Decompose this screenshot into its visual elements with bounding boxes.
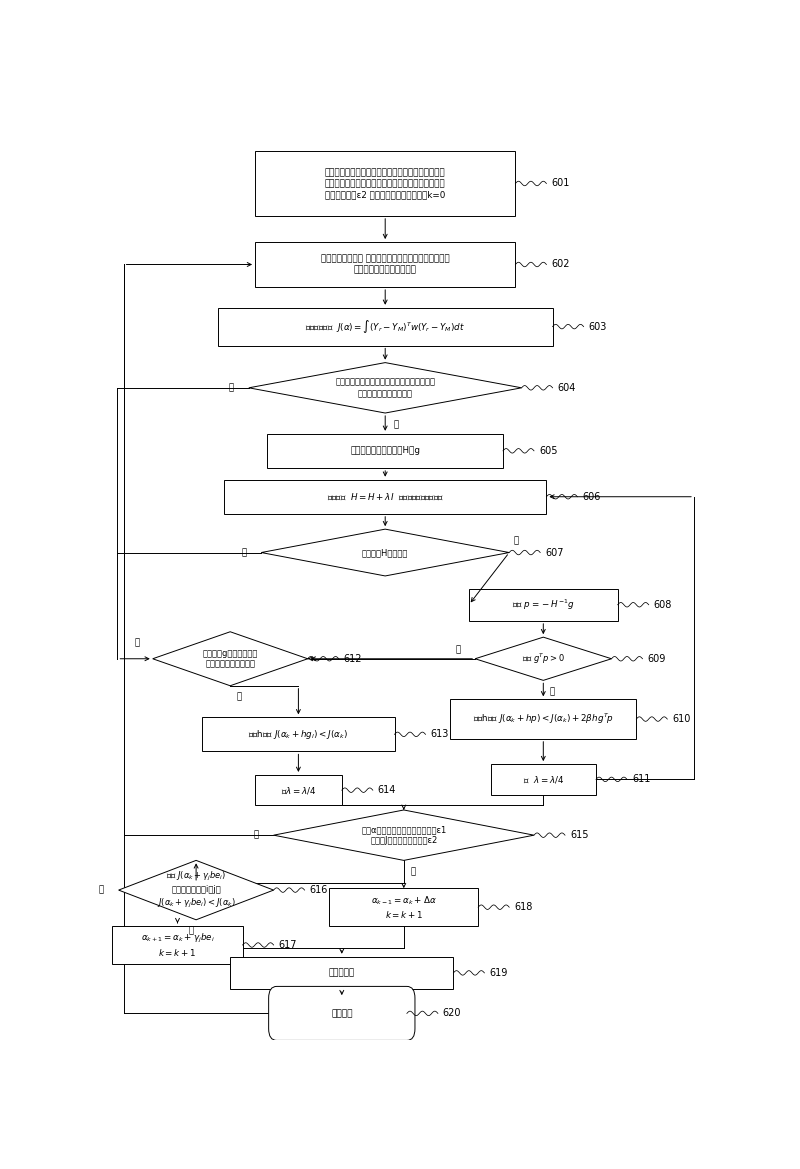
Text: 610: 610: [672, 714, 690, 724]
Text: 计算雅克比矩阵和矩阵H和g: 计算雅克比矩阵和矩阵H和g: [350, 447, 420, 455]
Text: 是: 是: [254, 831, 259, 839]
Text: 是: 是: [134, 638, 140, 648]
Text: 计算 $J(\alpha_k+\gamma_j b e_i)$
并判断是否存在i和j使
$J(\alpha_k+\gamma_j b e_i)<J(\alpha: 计算 $J(\alpha_k+\gamma_j b e_i)$ 并判断是否存在i…: [157, 870, 235, 909]
Text: 609: 609: [647, 653, 666, 664]
Text: 605: 605: [539, 445, 558, 456]
FancyBboxPatch shape: [267, 434, 503, 468]
FancyBboxPatch shape: [202, 718, 394, 752]
Text: 令待辨识的参数组成待辨识参数向量，并设定向量初
值、阻尼因子、二分法常数、最大误差值、最大迭代
值、收敛指标ε2 和收敛指标，令迭代次数k=0: 令待辨识的参数组成待辨识参数向量，并设定向量初 值、阻尼因子、二分法常数、最大误…: [325, 168, 446, 199]
Text: 否: 否: [229, 383, 234, 393]
Text: 判断矩阵H是否可逆: 判断矩阵H是否可逆: [362, 548, 408, 558]
Text: 否: 否: [98, 886, 104, 894]
Text: 读入扰动后的数据 轴定子电流、轴定子电流、轴定子电
压、轴定子电压和磁磁电压: 读入扰动后的数据 轴定子电流、轴定子电流、轴定子电 压、轴定子电压和磁磁电压: [321, 255, 450, 275]
FancyBboxPatch shape: [230, 956, 454, 989]
Text: 确定h满足 $J(\alpha_k+hp)<J(\alpha_k)+2\beta hg^T p$: 确定h满足 $J(\alpha_k+hp)<J(\alpha_k)+2\beta…: [473, 712, 614, 726]
FancyBboxPatch shape: [218, 307, 553, 346]
FancyBboxPatch shape: [469, 588, 618, 621]
FancyBboxPatch shape: [490, 765, 596, 795]
Text: 否: 否: [550, 687, 555, 697]
Text: 判断 $g^Tp>0$: 判断 $g^Tp>0$: [522, 651, 565, 666]
FancyBboxPatch shape: [255, 775, 342, 805]
Text: 是: 是: [394, 420, 399, 429]
Text: 620: 620: [443, 1009, 462, 1018]
Text: 否: 否: [242, 548, 246, 558]
Text: 令  $\lambda=\lambda/4$: 令 $\lambda=\lambda/4$: [522, 774, 564, 784]
Text: 检验合理性: 检验合理性: [329, 968, 355, 977]
Text: 令$\lambda=\lambda/4$: 令$\lambda=\lambda/4$: [281, 784, 316, 796]
Polygon shape: [262, 530, 510, 576]
Text: 615: 615: [570, 830, 589, 841]
Text: 616: 616: [310, 885, 328, 895]
Text: 判断目标函数计算结果是否大于最大误差值且
迭代次数小于最大迭代值: 判断目标函数计算结果是否大于最大误差值且 迭代次数小于最大迭代值: [335, 378, 435, 397]
Text: 是: 是: [514, 537, 519, 545]
Text: 604: 604: [558, 382, 576, 393]
Text: 否: 否: [237, 692, 242, 701]
Text: 是: 是: [455, 645, 460, 655]
Text: 计算目标函数  $J(\alpha)=\int(Y_r-Y_M)^T w(Y_r-Y_M)dt$: 计算目标函数 $J(\alpha)=\int(Y_r-Y_M)^T w(Y_r-…: [305, 318, 466, 336]
Text: 611: 611: [632, 774, 650, 784]
Polygon shape: [274, 810, 534, 860]
Text: 608: 608: [654, 600, 672, 610]
Polygon shape: [475, 637, 611, 680]
Text: 618: 618: [514, 902, 533, 912]
Text: 603: 603: [589, 321, 607, 332]
Text: 606: 606: [582, 492, 601, 502]
Text: 617: 617: [278, 940, 297, 950]
Text: 计算 $p=-H^{-1}g$: 计算 $p=-H^{-1}g$: [512, 597, 574, 611]
Polygon shape: [249, 362, 522, 413]
Text: 607: 607: [545, 547, 564, 558]
Text: 是: 是: [189, 926, 194, 935]
Text: 判断α的变化量是否小于收敛指标ε1
或者和J的变化量是否小于ε2: 判断α的变化量是否小于收敛指标ε1 或者和J的变化量是否小于ε2: [361, 825, 446, 845]
Text: 601: 601: [551, 179, 570, 188]
Polygon shape: [153, 631, 308, 686]
Text: $\alpha_{k-1}=\alpha_k+\Delta\alpha$
$k=k+1$: $\alpha_{k-1}=\alpha_k+\Delta\alpha$ $k=…: [371, 894, 437, 920]
Text: 判断矩阵g的最大模分量
是否小于等于设定阈值: 判断矩阵g的最大模分量 是否小于等于设定阈值: [202, 649, 258, 669]
Text: 614: 614: [378, 786, 396, 795]
FancyBboxPatch shape: [224, 479, 546, 514]
FancyBboxPatch shape: [255, 242, 515, 288]
Text: 否: 否: [410, 867, 416, 877]
Text: 确定h满足 $J(\alpha_k+hg_l)<J(\alpha_k)$: 确定h满足 $J(\alpha_k+hg_l)<J(\alpha_k)$: [249, 728, 348, 741]
Text: 利用公式  $H=H+\lambda I$  在矩阵中加入阻尼因子: 利用公式 $H=H+\lambda I$ 在矩阵中加入阻尼因子: [326, 491, 444, 502]
FancyBboxPatch shape: [330, 888, 478, 926]
FancyBboxPatch shape: [255, 151, 515, 216]
Text: 619: 619: [490, 968, 508, 978]
Polygon shape: [118, 860, 274, 920]
Text: 612: 612: [344, 653, 362, 664]
Text: $\alpha_{k+1}=\alpha_k+\gamma_j b e_i$
$k=k+1$: $\alpha_{k+1}=\alpha_k+\gamma_j b e_i$ $…: [141, 932, 214, 959]
Text: 停止迭代: 停止迭代: [331, 1009, 353, 1018]
FancyBboxPatch shape: [269, 987, 415, 1040]
Text: 602: 602: [551, 260, 570, 270]
FancyBboxPatch shape: [112, 926, 242, 964]
FancyBboxPatch shape: [450, 699, 636, 739]
Text: 613: 613: [430, 729, 449, 739]
